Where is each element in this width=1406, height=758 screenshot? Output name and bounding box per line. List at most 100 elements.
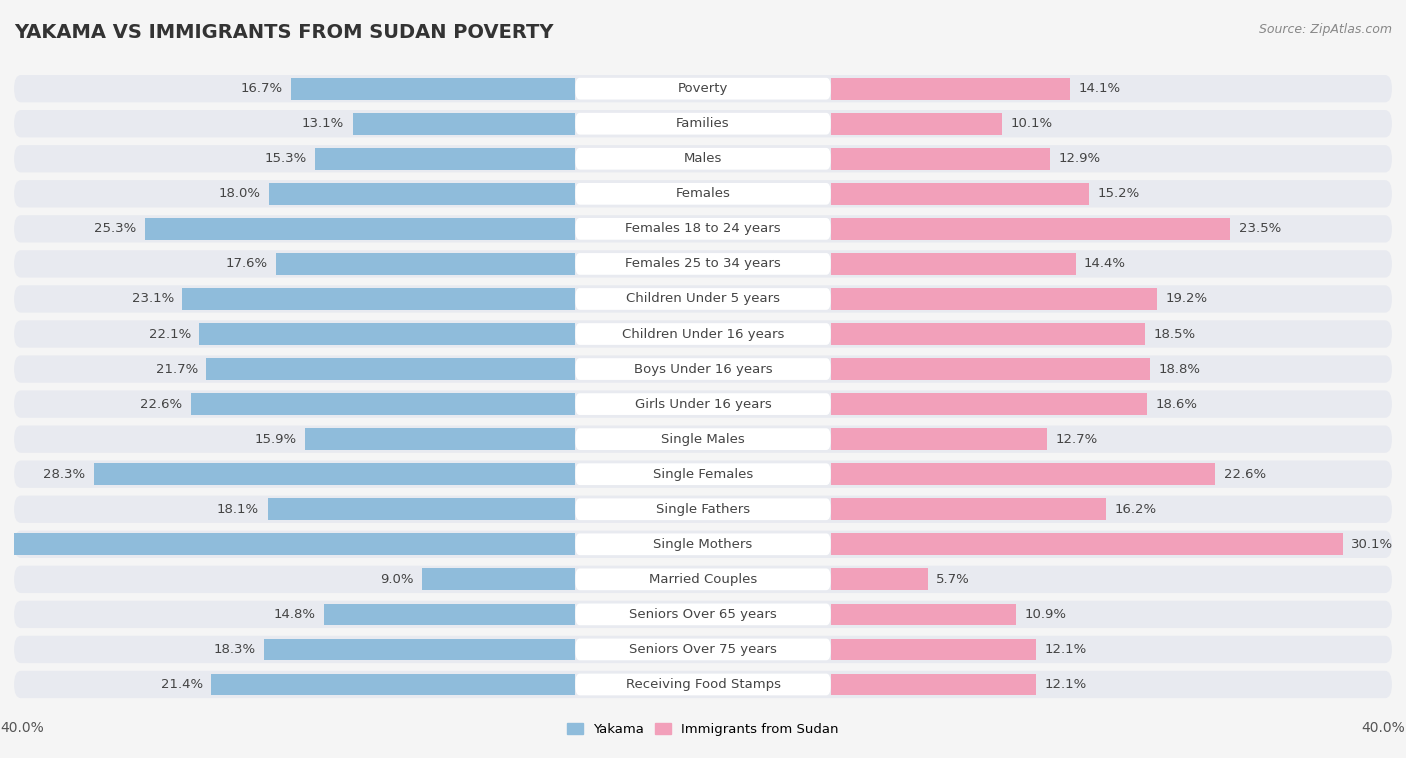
Text: 22.6%: 22.6%: [141, 398, 183, 411]
Bar: [276, 253, 575, 275]
FancyBboxPatch shape: [14, 215, 1392, 243]
FancyBboxPatch shape: [14, 75, 1392, 102]
FancyBboxPatch shape: [14, 145, 1392, 172]
Text: Families: Families: [676, 117, 730, 130]
Text: 21.4%: 21.4%: [160, 678, 202, 691]
Bar: [264, 638, 575, 660]
Text: Single Females: Single Females: [652, 468, 754, 481]
FancyBboxPatch shape: [14, 250, 1392, 277]
Text: 18.0%: 18.0%: [219, 187, 260, 200]
Bar: [353, 113, 575, 135]
Bar: [269, 183, 575, 205]
Text: 12.1%: 12.1%: [1045, 678, 1087, 691]
Text: Boys Under 16 years: Boys Under 16 years: [634, 362, 772, 375]
Text: Married Couples: Married Couples: [650, 573, 756, 586]
Text: 30.1%: 30.1%: [1351, 537, 1393, 551]
Bar: [831, 393, 1147, 415]
Text: 16.2%: 16.2%: [1115, 503, 1157, 515]
FancyBboxPatch shape: [575, 498, 831, 520]
Text: YAKAMA VS IMMIGRANTS FROM SUDAN POVERTY: YAKAMA VS IMMIGRANTS FROM SUDAN POVERTY: [14, 23, 554, 42]
Bar: [831, 674, 1036, 695]
Bar: [831, 428, 1046, 450]
Bar: [211, 674, 575, 695]
Bar: [183, 288, 575, 310]
FancyBboxPatch shape: [575, 393, 831, 415]
Bar: [831, 638, 1036, 660]
FancyBboxPatch shape: [14, 636, 1392, 663]
FancyBboxPatch shape: [575, 253, 831, 275]
Text: 15.3%: 15.3%: [264, 152, 307, 165]
FancyBboxPatch shape: [575, 568, 831, 590]
Text: 5.7%: 5.7%: [936, 573, 970, 586]
FancyBboxPatch shape: [575, 534, 831, 555]
Text: 18.3%: 18.3%: [214, 643, 256, 656]
FancyBboxPatch shape: [575, 113, 831, 135]
Text: 23.5%: 23.5%: [1239, 222, 1281, 236]
Bar: [323, 603, 575, 625]
Text: 12.1%: 12.1%: [1045, 643, 1087, 656]
Bar: [831, 534, 1343, 555]
Bar: [831, 183, 1090, 205]
Text: Girls Under 16 years: Girls Under 16 years: [634, 398, 772, 411]
Text: Females: Females: [675, 187, 731, 200]
FancyBboxPatch shape: [575, 218, 831, 240]
Bar: [831, 603, 1017, 625]
Text: 9.0%: 9.0%: [380, 573, 413, 586]
Bar: [831, 288, 1157, 310]
FancyBboxPatch shape: [14, 671, 1392, 698]
Bar: [831, 113, 1002, 135]
Text: 12.7%: 12.7%: [1054, 433, 1097, 446]
FancyBboxPatch shape: [575, 428, 831, 450]
Text: 13.1%: 13.1%: [302, 117, 344, 130]
Text: Males: Males: [683, 152, 723, 165]
Bar: [305, 428, 575, 450]
FancyBboxPatch shape: [575, 323, 831, 345]
Bar: [831, 359, 1150, 380]
Bar: [267, 498, 575, 520]
Bar: [831, 148, 1050, 170]
Bar: [831, 78, 1070, 99]
Bar: [831, 498, 1107, 520]
Text: 12.9%: 12.9%: [1059, 152, 1101, 165]
FancyBboxPatch shape: [14, 390, 1392, 418]
Text: 14.1%: 14.1%: [1078, 82, 1121, 96]
FancyBboxPatch shape: [575, 638, 831, 660]
Text: 18.8%: 18.8%: [1159, 362, 1201, 375]
Text: Seniors Over 65 years: Seniors Over 65 years: [628, 608, 778, 621]
Bar: [291, 78, 575, 99]
Text: 18.1%: 18.1%: [217, 503, 259, 515]
FancyBboxPatch shape: [575, 288, 831, 310]
FancyBboxPatch shape: [575, 148, 831, 170]
Text: Single Males: Single Males: [661, 433, 745, 446]
Text: 10.9%: 10.9%: [1025, 608, 1067, 621]
Bar: [831, 253, 1076, 275]
Bar: [831, 218, 1230, 240]
Bar: [207, 359, 575, 380]
FancyBboxPatch shape: [14, 356, 1392, 383]
Text: 16.7%: 16.7%: [240, 82, 283, 96]
Text: 28.3%: 28.3%: [44, 468, 86, 481]
FancyBboxPatch shape: [575, 78, 831, 99]
Bar: [94, 463, 575, 485]
Text: 14.8%: 14.8%: [273, 608, 315, 621]
Text: 22.6%: 22.6%: [1223, 468, 1265, 481]
Text: 15.9%: 15.9%: [254, 433, 297, 446]
FancyBboxPatch shape: [575, 463, 831, 485]
Legend: Yakama, Immigrants from Sudan: Yakama, Immigrants from Sudan: [562, 718, 844, 742]
FancyBboxPatch shape: [14, 461, 1392, 488]
Text: Children Under 5 years: Children Under 5 years: [626, 293, 780, 305]
Text: 22.1%: 22.1%: [149, 327, 191, 340]
Bar: [145, 218, 575, 240]
FancyBboxPatch shape: [14, 321, 1392, 348]
Text: Females 25 to 34 years: Females 25 to 34 years: [626, 258, 780, 271]
Text: 25.3%: 25.3%: [94, 222, 136, 236]
Text: 18.6%: 18.6%: [1156, 398, 1198, 411]
Bar: [200, 323, 575, 345]
Text: 14.4%: 14.4%: [1084, 258, 1126, 271]
FancyBboxPatch shape: [14, 180, 1392, 208]
FancyBboxPatch shape: [575, 674, 831, 695]
FancyBboxPatch shape: [14, 285, 1392, 312]
Bar: [315, 148, 575, 170]
Text: 23.1%: 23.1%: [132, 293, 174, 305]
Text: Receiving Food Stamps: Receiving Food Stamps: [626, 678, 780, 691]
